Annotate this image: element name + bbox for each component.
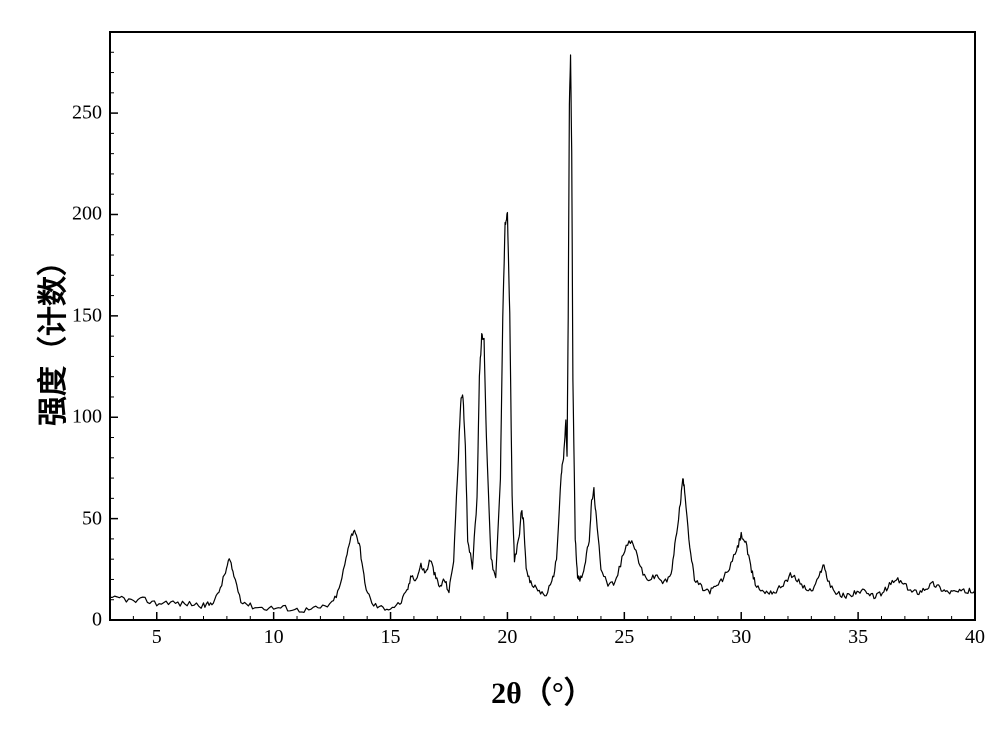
xrd-figure: 强度（计数） 2θ（°） 510152025303540050100150200… xyxy=(0,0,1000,738)
y-tick-label: 100 xyxy=(72,406,102,429)
x-tick-label: 5 xyxy=(152,626,162,649)
xrd-trace xyxy=(110,55,975,612)
y-tick-label: 50 xyxy=(82,507,102,530)
y-tick-label: 250 xyxy=(72,102,102,125)
x-tick-label: 40 xyxy=(965,626,985,649)
y-tick-label: 0 xyxy=(92,609,102,632)
x-tick-label: 10 xyxy=(264,626,284,649)
x-tick-label: 35 xyxy=(848,626,868,649)
y-tick-label: 150 xyxy=(72,304,102,327)
x-tick-label: 20 xyxy=(497,626,517,649)
y-tick-label: 200 xyxy=(72,203,102,226)
x-tick-label: 25 xyxy=(614,626,634,649)
x-tick-label: 15 xyxy=(381,626,401,649)
x-tick-label: 30 xyxy=(731,626,751,649)
